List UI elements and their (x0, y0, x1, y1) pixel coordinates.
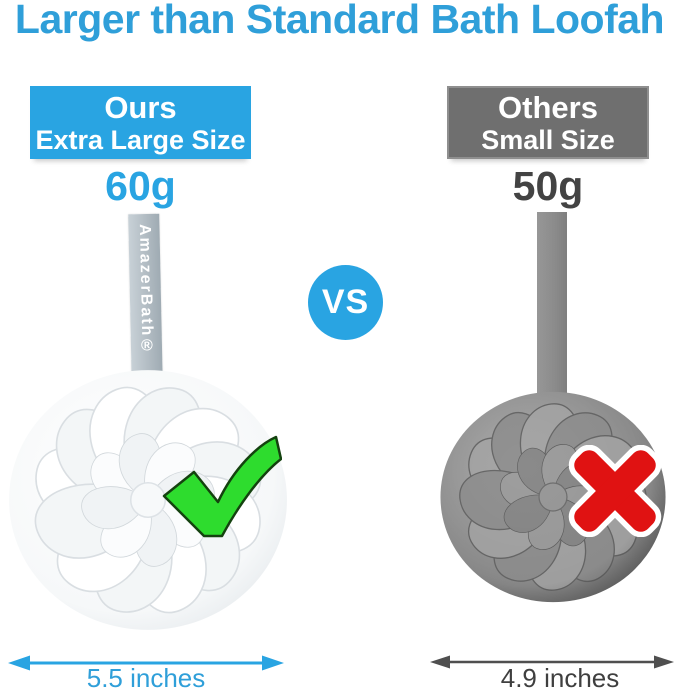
others-weight-label: 50g (512, 163, 584, 209)
x-icon (568, 445, 662, 537)
others-loofah-image (440, 391, 666, 603)
ours-measurement-label: 5.5 inches (86, 663, 206, 693)
others-tag-label: Others (498, 89, 598, 125)
ours-weight-label: 60g (105, 163, 176, 209)
others-header-box: Others Small Size (447, 86, 649, 159)
ours-strap: AmazerBath® (128, 213, 163, 387)
page-title: Larger than Standard Bath Loofah (14, 0, 665, 42)
vs-badge: VS (308, 265, 383, 340)
ours-loofah-image (9, 370, 287, 630)
ours-dimension-arrow (8, 655, 284, 671)
others-measurement-label: 4.9 inches (500, 663, 620, 693)
ours-brand-label: AmazerBath® (135, 223, 156, 357)
ours-header-box: Ours Extra Large Size (30, 86, 251, 159)
check-icon (162, 435, 282, 538)
vs-label: VS (321, 283, 370, 321)
others-size-label: Small Size (481, 124, 615, 155)
ours-size-label: Extra Large Size (35, 124, 246, 155)
others-dimension-arrow (430, 655, 674, 669)
others-strap (537, 212, 567, 408)
ours-tag-label: Ours (104, 89, 177, 125)
